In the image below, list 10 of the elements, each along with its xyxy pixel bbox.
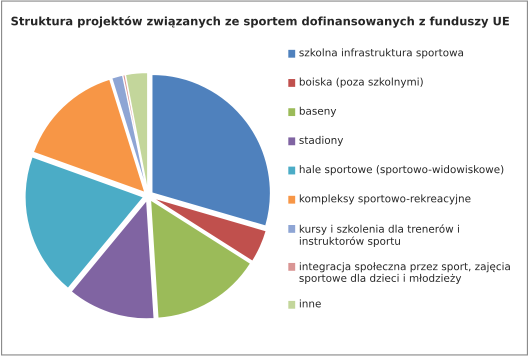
legend-label: hale sportowe (sportowo-widowiskowe) [300, 165, 504, 176]
legend-label: boiska (poza szkolnymi) [300, 78, 423, 88]
legend-label: szkolna infrastruktura sportowa [299, 48, 464, 58]
legend-label: integracja społeczna przez sport, zajęcia sportowe dla dzieci i młodzieży [299, 262, 510, 284]
legend-label: stadiony [299, 136, 344, 146]
legend-label: baseny [300, 106, 336, 117]
legend-label: kursy i szkolenia dla trenerów i instruktorów sportu [300, 224, 459, 247]
chart-title: Struktura projektów związanych ze sportem dofinansowanych z funduszy UE [11, 16, 509, 28]
legend-label: kompleksy sportowo-rekreacyjne [300, 194, 470, 204]
legend-label: inne [300, 299, 321, 308]
